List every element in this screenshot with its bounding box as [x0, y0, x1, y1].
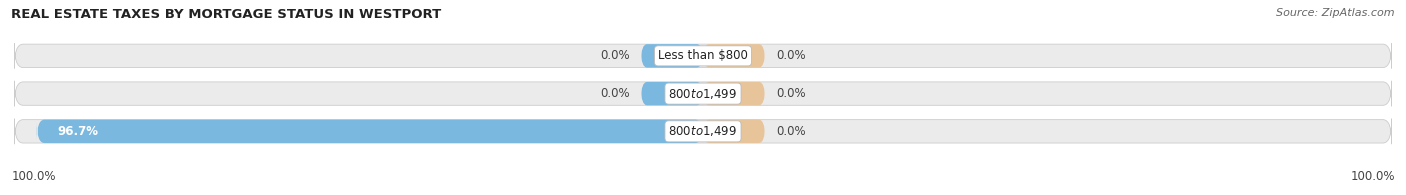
FancyBboxPatch shape: [37, 120, 703, 143]
Text: $800 to $1,499: $800 to $1,499: [668, 87, 738, 101]
FancyBboxPatch shape: [14, 119, 1392, 144]
Text: REAL ESTATE TAXES BY MORTGAGE STATUS IN WESTPORT: REAL ESTATE TAXES BY MORTGAGE STATUS IN …: [11, 8, 441, 21]
Text: Source: ZipAtlas.com: Source: ZipAtlas.com: [1277, 8, 1395, 18]
FancyBboxPatch shape: [703, 82, 765, 105]
FancyBboxPatch shape: [641, 82, 703, 105]
Text: Less than $800: Less than $800: [658, 49, 748, 62]
Text: 96.7%: 96.7%: [58, 125, 98, 138]
FancyBboxPatch shape: [14, 81, 1392, 106]
Text: 100.0%: 100.0%: [11, 170, 56, 183]
FancyBboxPatch shape: [14, 43, 1392, 69]
FancyBboxPatch shape: [703, 120, 765, 143]
Text: 0.0%: 0.0%: [776, 125, 806, 138]
Text: 0.0%: 0.0%: [600, 87, 630, 100]
FancyBboxPatch shape: [641, 44, 703, 67]
Text: 0.0%: 0.0%: [776, 87, 806, 100]
Text: 0.0%: 0.0%: [600, 49, 630, 62]
Text: 0.0%: 0.0%: [776, 49, 806, 62]
Text: $800 to $1,499: $800 to $1,499: [668, 124, 738, 138]
Text: 100.0%: 100.0%: [1350, 170, 1395, 183]
FancyBboxPatch shape: [703, 44, 765, 67]
